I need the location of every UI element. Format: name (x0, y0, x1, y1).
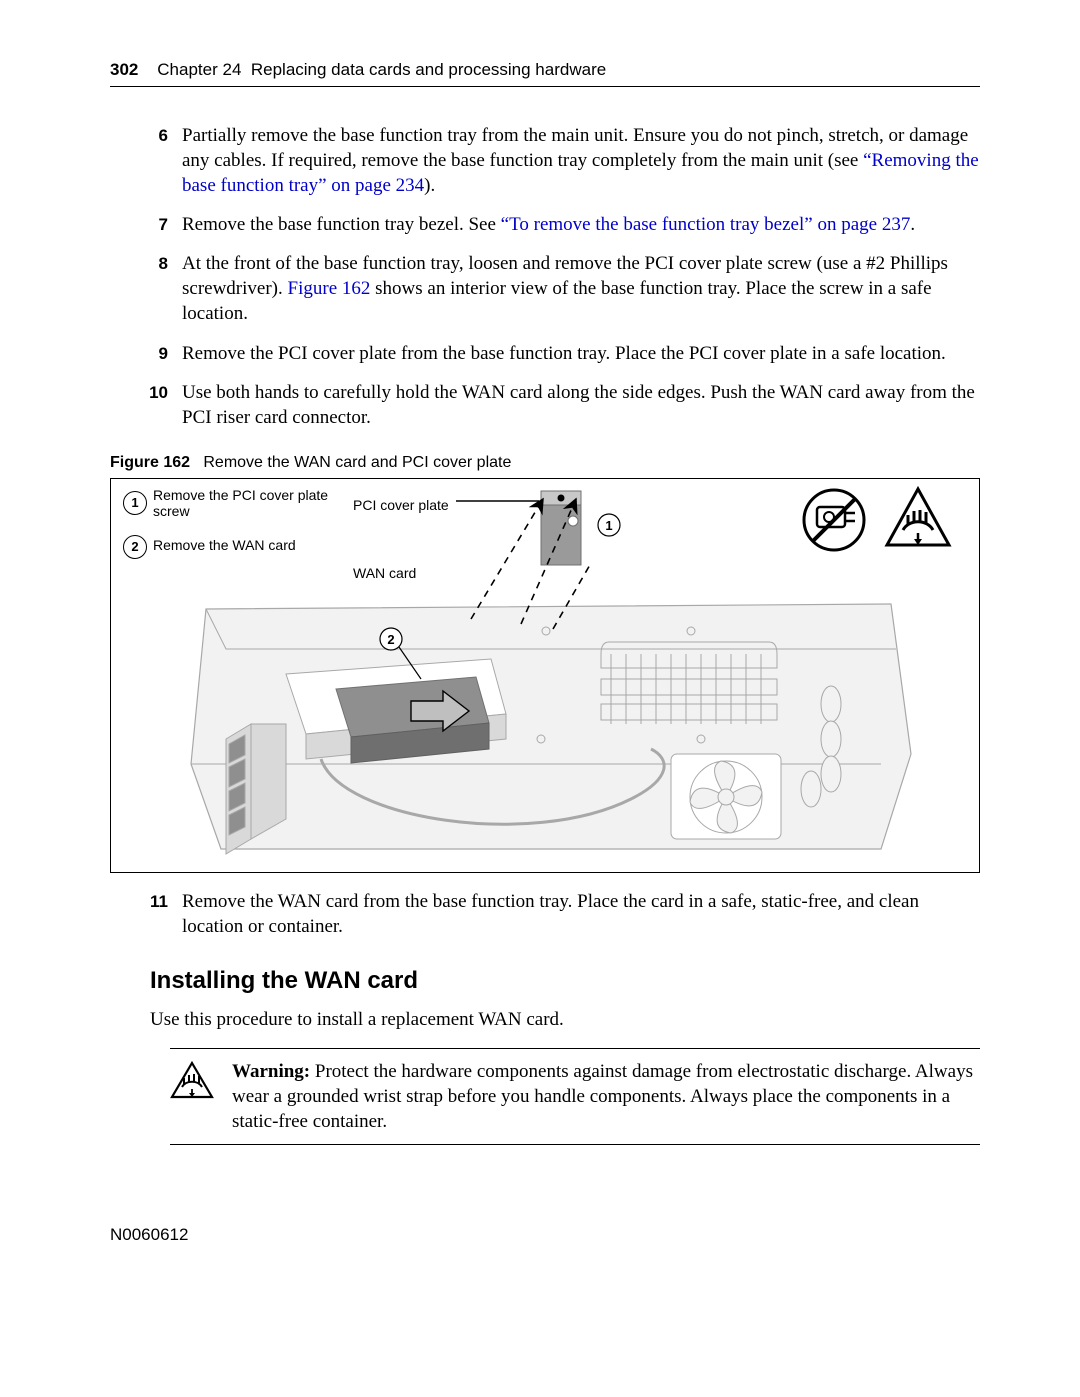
step-9: 9 Remove the PCI cover plate from the ba… (110, 341, 980, 366)
diagram-svg: 1 2 (111, 479, 980, 873)
section-paragraph: Use this procedure to install a replacem… (150, 1007, 980, 1032)
chapter-title: Replacing data cards and processing hard… (251, 60, 606, 79)
svg-text:2: 2 (387, 632, 394, 647)
figure-number: Figure 162 (110, 454, 190, 471)
procedure-steps-continued: 11 Remove the WAN card from the base fun… (110, 889, 980, 939)
step-number: 8 (110, 251, 168, 326)
step-body: Use both hands to carefully hold the WAN… (182, 380, 980, 430)
xref-link[interactable]: Figure 162 (288, 278, 371, 299)
step-body: Remove the base function tray bezel. See… (182, 212, 980, 237)
procedure-steps: 6 Partially remove the base function tra… (110, 123, 980, 430)
chapter-label: Chapter 24 (157, 60, 241, 79)
step-7: 7 Remove the base function tray bezel. S… (110, 212, 980, 237)
step-6: 6 Partially remove the base function tra… (110, 123, 980, 198)
step-11: 11 Remove the WAN card from the base fun… (110, 889, 980, 939)
step-body: Remove the PCI cover plate from the base… (182, 341, 980, 366)
page-number: 302 (110, 60, 138, 79)
step-number: 7 (110, 212, 168, 237)
warning-text: Warning: Protect the hardware components… (232, 1059, 980, 1134)
step-number: 10 (110, 380, 168, 430)
figure-caption: Figure 162 Remove the WAN card and PCI c… (110, 454, 980, 472)
xref-link[interactable]: “To remove the base function tray bezel”… (501, 214, 911, 235)
step-number: 6 (110, 123, 168, 198)
step-number: 11 (110, 889, 168, 939)
step-body: At the front of the base function tray, … (182, 251, 980, 326)
section-heading: Installing the WAN card (150, 967, 980, 995)
warning-block: Warning: Protect the hardware components… (170, 1048, 980, 1145)
figure-162: 1 Remove the PCI cover plate screw 2 Rem… (110, 478, 980, 873)
warning-label: Warning: (232, 1061, 310, 1082)
footer-doc-id: N0060612 (110, 1225, 980, 1245)
step-body: Partially remove the base function tray … (182, 123, 980, 198)
document-page: 302 Chapter 24 Replacing data cards and … (0, 0, 1080, 1305)
svg-text:1: 1 (605, 518, 612, 533)
warning-icon (170, 1059, 216, 1134)
step-body: Remove the WAN card from the base functi… (182, 889, 980, 939)
running-header: 302 Chapter 24 Replacing data cards and … (110, 60, 980, 87)
figure-title: Remove the WAN card and PCI cover plate (203, 454, 511, 471)
step-10: 10 Use both hands to carefully hold the … (110, 380, 980, 430)
step-8: 8 At the front of the base function tray… (110, 251, 980, 326)
step-number: 9 (110, 341, 168, 366)
